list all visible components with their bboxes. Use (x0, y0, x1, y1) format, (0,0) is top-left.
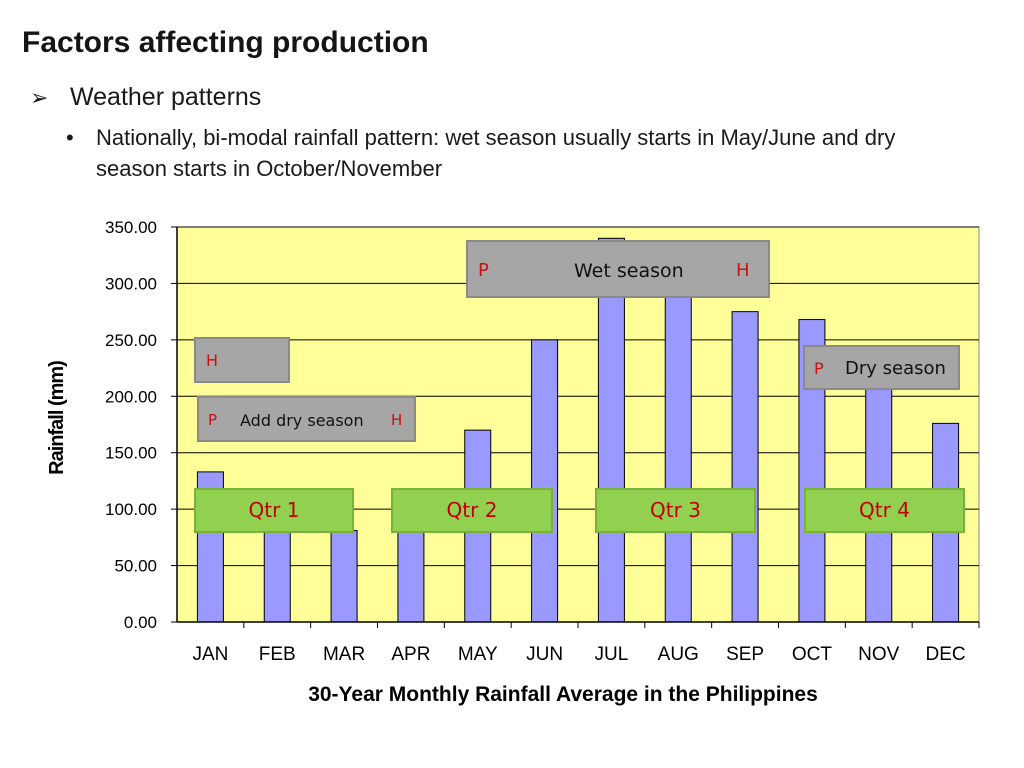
y-tick-label: 300.00 (105, 274, 157, 293)
chart-title: 30-Year Monthly Rainfall Average in the … (308, 683, 818, 706)
wet-season-h: H (736, 260, 750, 281)
h-box: H (194, 337, 290, 383)
sub-bullet-rainfall: • Nationally, bi-modal rainfall pattern:… (66, 122, 946, 184)
x-tick-label-jul: JUL (595, 644, 629, 665)
add-dry-season-h: H (391, 411, 403, 429)
wet-season-label: Wet season (574, 260, 684, 282)
bar-jul (597, 237, 625, 623)
bullet-text: Weather patterns (70, 83, 262, 111)
dot-bullet-icon: • (66, 125, 74, 150)
y-tick-label: 0.00 (124, 613, 157, 632)
add-dry-season-label: Add dry season (240, 411, 364, 430)
dry-season-label: Dry season (845, 358, 946, 379)
sub-bullet-text: Nationally, bi-modal rainfall pattern: w… (96, 125, 896, 181)
y-tick-label: 50.00 (114, 557, 157, 576)
x-tick-label-aug: AUG (658, 644, 699, 665)
bar-aug (664, 249, 692, 623)
add-dry-season-p: P (208, 411, 218, 429)
x-tick-label-nov: NOV (858, 644, 900, 665)
y-tick-label: 350.00 (105, 218, 157, 237)
h-box-h: H (206, 351, 219, 370)
dry-season-p: P (814, 359, 824, 378)
x-tick-label-apr: APR (391, 644, 430, 665)
bullet-weather-patterns: ➢ Weather patterns (30, 83, 261, 112)
bar-mar (330, 530, 358, 623)
x-tick-label-may: MAY (458, 644, 498, 665)
slide-title: Factors affecting production (22, 26, 429, 59)
qtr-1-box: Qtr 1 (194, 488, 354, 533)
y-tick-label: 100.00 (105, 500, 157, 519)
qtr-3-box: Qtr 3 (595, 488, 756, 533)
bar-jun (531, 339, 559, 623)
y-axis-label: Rainfall (mm) (46, 361, 68, 475)
x-tick-label-oct: OCT (792, 644, 833, 665)
x-tick-label-dec: DEC (926, 644, 966, 665)
wet-season-box: P Wet season H (466, 240, 770, 298)
add-dry-season-box: P Add dry season H (197, 396, 416, 442)
bar-sep (731, 311, 759, 623)
x-tick-labels: JAN FEB MAR APR MAY JUN JUL AUG SEP OCT NOV DEC (192, 622, 980, 665)
y-tick-label: 200.00 (105, 387, 157, 406)
y-tick-labels: 0.00 50.00 100.00 150.00 200.00 250.00 300.00 3… (105, 218, 177, 632)
qtr-2-box: Qtr 2 (391, 488, 553, 533)
x-tick-label-feb: FEB (259, 644, 296, 665)
y-tick-label: 150.00 (105, 444, 157, 463)
x-tick-label-jan: JAN (192, 644, 228, 665)
x-tick-label-sep: SEP (726, 644, 764, 665)
bar-apr (397, 519, 425, 623)
wet-season-p: P (478, 260, 489, 281)
y-tick-label: 250.00 (105, 331, 157, 350)
x-tick-label-jun: JUN (526, 644, 563, 665)
arrow-bullet-icon: ➢ (30, 84, 49, 110)
x-tick-label-mar: MAR (323, 644, 365, 665)
qtr-4-box: Qtr 4 (804, 488, 965, 533)
dry-season-box: P Dry season (803, 345, 960, 390)
